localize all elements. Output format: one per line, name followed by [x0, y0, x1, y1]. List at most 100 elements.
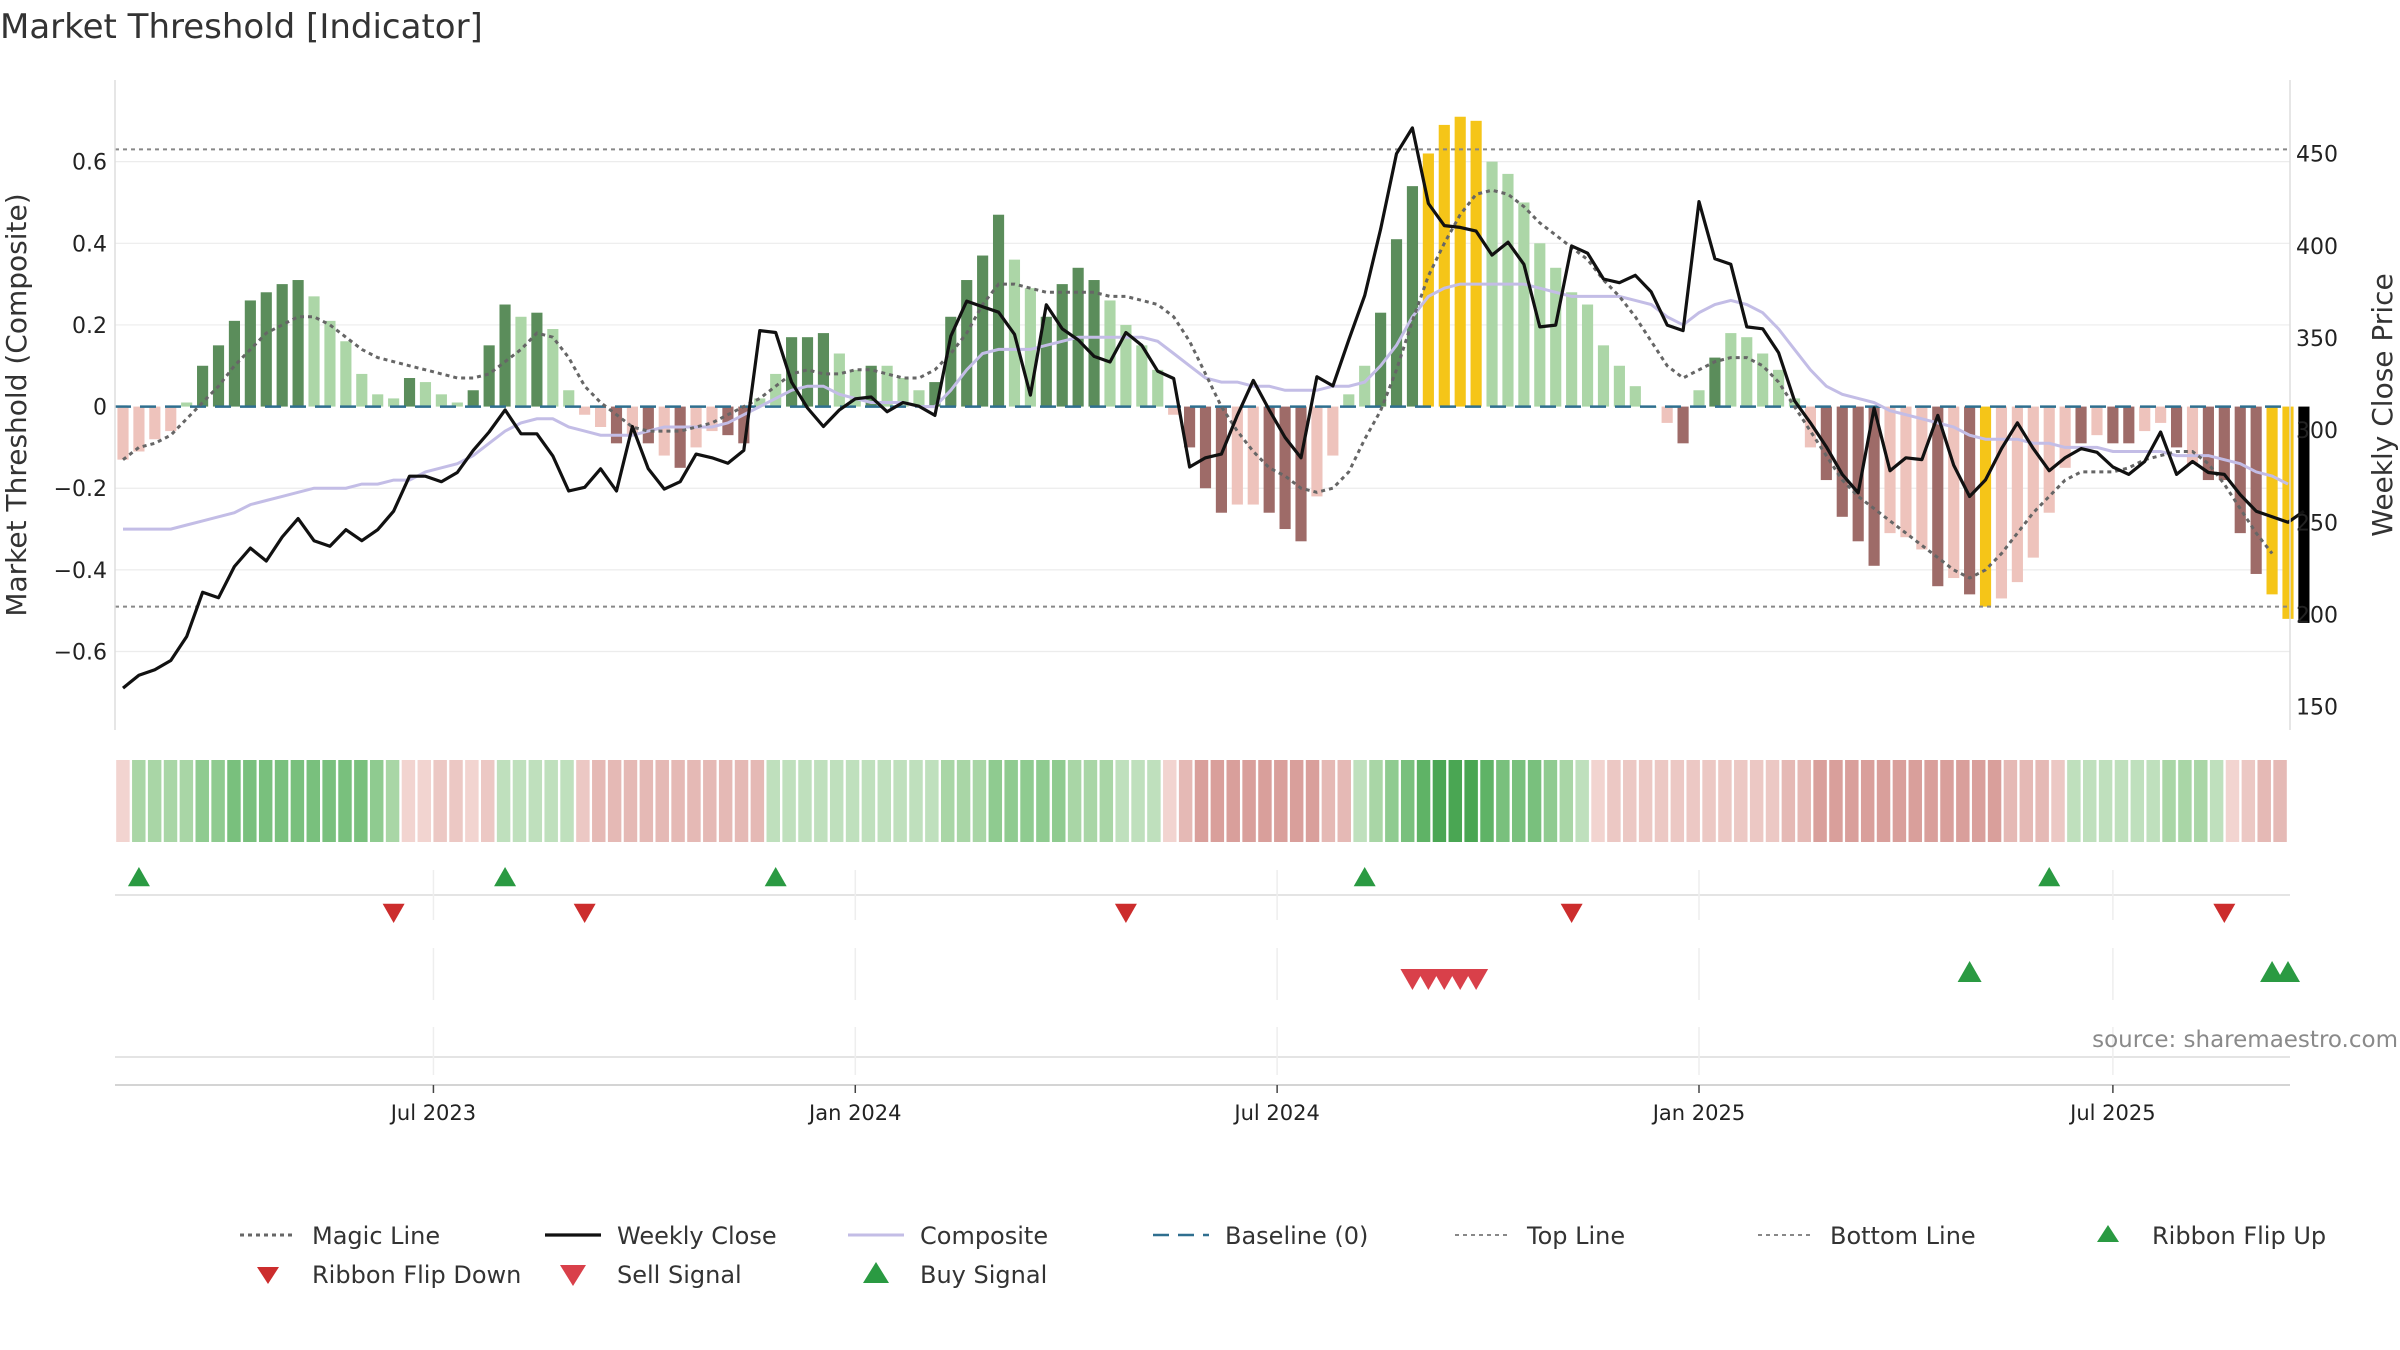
composite-bar [2059, 406, 2071, 468]
composite-bar [117, 406, 129, 460]
composite-bar [2266, 406, 2278, 595]
composite-bar [1709, 357, 1721, 407]
ribbon-cell [1147, 760, 1161, 842]
ribbon-cell [2273, 760, 2287, 842]
composite-bar [1932, 406, 1944, 587]
ribbon-cell [1702, 760, 1716, 842]
ribbon-cell [639, 760, 654, 842]
legend-item-bottom: Bottom Line [1758, 1222, 1976, 1250]
composite-bar [1359, 365, 1371, 407]
composite-bar [2123, 406, 2135, 444]
ribbon-cell [607, 760, 622, 842]
legend-swatch [257, 1267, 279, 1284]
ribbon-cell [1749, 760, 1764, 842]
composite-bar [403, 378, 416, 407]
composite-bar [1375, 312, 1387, 407]
ribbon-cell [671, 760, 685, 842]
composite-bar [2155, 406, 2167, 423]
ribbon-cell [1321, 760, 1336, 842]
composite-bar [451, 402, 463, 407]
composite-bar [595, 406, 607, 427]
composite-bar [1995, 406, 2008, 599]
right-tick-label: 150 [2296, 696, 2338, 721]
buy-signal-marker [1957, 961, 1982, 982]
legend-label: Top Line [1526, 1222, 1625, 1250]
composite-bar [1948, 406, 1960, 579]
composite-bar [2298, 406, 2310, 623]
right-tick-label: 350 [2296, 327, 2338, 352]
ribbon-cell [544, 760, 558, 842]
ribbon-cell [1734, 760, 1748, 842]
composite-bar [2043, 406, 2055, 513]
ribbon-cell [2194, 760, 2208, 842]
ribbon-cell [1432, 760, 1447, 842]
legend-label: Composite [920, 1222, 1048, 1250]
ribbon-cell [1496, 760, 1510, 842]
ribbon-flip-down-marker [573, 903, 596, 923]
ribbon-cell [1020, 760, 1034, 842]
ribbon-cell [877, 760, 892, 842]
composite-bar [897, 378, 909, 407]
legend-item-flipup: Ribbon Flip Up [2097, 1222, 2326, 1250]
composite-bar [833, 353, 845, 407]
ribbon-flip-up-marker [494, 867, 517, 887]
composite-bar [722, 406, 734, 436]
composite-bar [1661, 406, 1673, 423]
ribbon-cell [1274, 760, 1288, 842]
composite-bar [1629, 386, 1641, 407]
ribbon-cell [560, 760, 574, 842]
composite-bar [1024, 288, 1036, 407]
ribbon-cell [433, 760, 447, 842]
composite-bar [2107, 406, 2119, 444]
composite-bar [1056, 284, 1068, 407]
right-tick-label: 200 [2296, 603, 2338, 628]
composite-bar [1725, 333, 1737, 407]
composite-bar [1247, 406, 1259, 505]
composite-bar [1454, 116, 1466, 407]
ribbon-cell [1575, 760, 1589, 842]
date-tick-label: Jan 2025 [1651, 1101, 1746, 1125]
composite-bar [1215, 406, 1227, 513]
ribbon-cell [1052, 760, 1066, 842]
ribbon-cell [623, 760, 638, 842]
composite-bar [674, 406, 686, 468]
ribbon-cell [1004, 760, 1018, 842]
ribbon-cell [1337, 760, 1351, 842]
ribbon-strip [116, 760, 2287, 842]
weekly-close-line [121, 126, 2305, 690]
left-tick-labels: 0.6 0.4 0.2 0 −0.2 −0.4 −0.6 [54, 151, 107, 666]
ribbon-flip-down-marker [382, 903, 405, 923]
ribbon-cell [1607, 760, 1621, 842]
legend-item-sell: Sell Signal [560, 1261, 742, 1289]
legend-item-composite: Composite [848, 1222, 1048, 1250]
ribbon-cell [925, 760, 939, 842]
ribbon-cell [1464, 760, 1478, 842]
composite-bar [563, 390, 575, 407]
ribbon-cell [592, 760, 606, 842]
composite-bar [499, 304, 511, 407]
ribbon-cell [1686, 760, 1700, 842]
sell-signal-marker [1432, 969, 1457, 990]
composite-bar [658, 406, 670, 456]
ribbon-cell [750, 760, 765, 842]
composite-bar [1820, 406, 1832, 481]
composite-bar [260, 292, 272, 407]
right-tick-label: 400 [2296, 235, 2338, 260]
ribbon-cell [718, 760, 733, 842]
composite-bar [1136, 345, 1148, 407]
composite-bar [977, 255, 989, 407]
ribbon-cell [2209, 760, 2224, 842]
composite-bar [1120, 324, 1132, 407]
composite-bar [865, 365, 877, 407]
ribbon-cell [1860, 760, 1875, 842]
composite-bar [1199, 406, 1212, 489]
composite-bar [579, 406, 591, 415]
ribbon-cell [258, 760, 273, 842]
composite-bar [817, 333, 830, 407]
ribbon-cell [354, 760, 368, 842]
composite-bar [1279, 406, 1291, 530]
ribbon-cell [734, 760, 749, 842]
composite-bar [770, 373, 782, 407]
ribbon-flip-down-marker [1114, 903, 1137, 923]
